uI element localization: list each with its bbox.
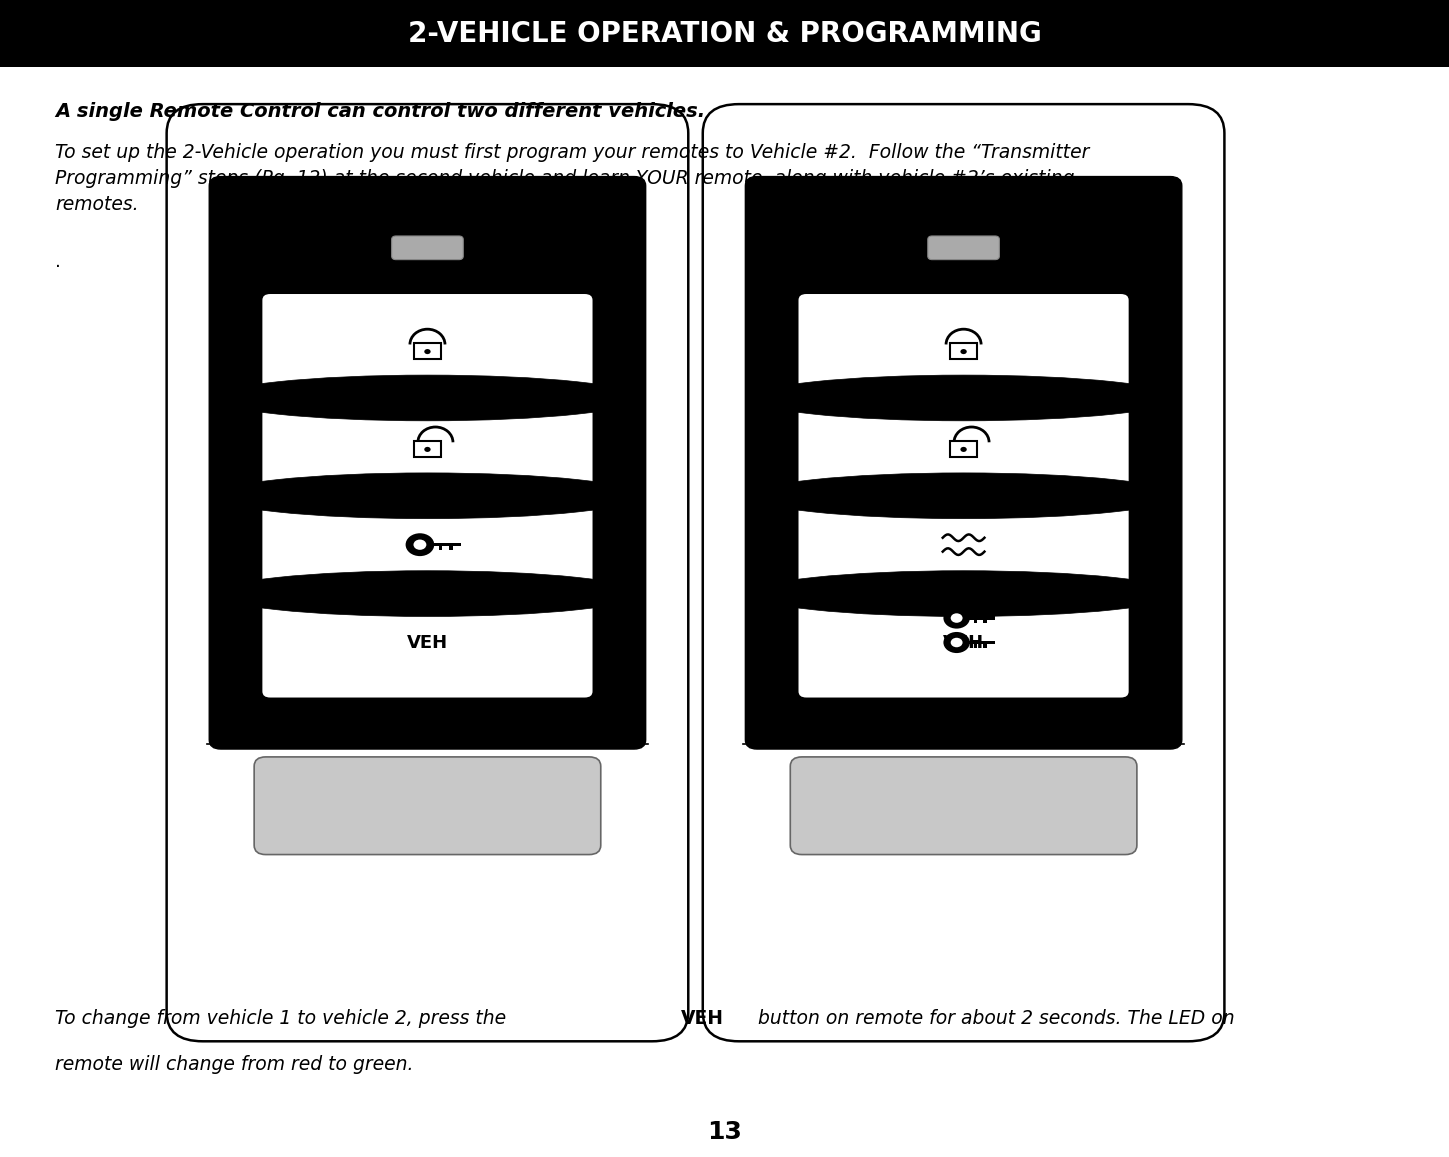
Bar xyxy=(449,546,452,551)
Text: VEH: VEH xyxy=(407,634,448,651)
Ellipse shape xyxy=(752,473,1175,518)
Text: To set up the 2-Vehicle operation you must first program your remotes to Vehicle: To set up the 2-Vehicle operation you mu… xyxy=(55,143,1090,214)
Ellipse shape xyxy=(752,375,1175,421)
FancyBboxPatch shape xyxy=(927,236,1000,259)
Ellipse shape xyxy=(216,375,639,421)
Bar xyxy=(974,620,977,624)
Bar xyxy=(984,620,987,624)
Text: VEH: VEH xyxy=(943,634,984,651)
Circle shape xyxy=(425,349,430,354)
FancyBboxPatch shape xyxy=(797,293,1130,699)
Text: button on remote for about 2 seconds. The LED on: button on remote for about 2 seconds. Th… xyxy=(752,1009,1235,1027)
Circle shape xyxy=(943,607,969,628)
FancyBboxPatch shape xyxy=(703,104,1224,1041)
FancyBboxPatch shape xyxy=(951,441,977,457)
Circle shape xyxy=(951,613,962,622)
Circle shape xyxy=(406,533,435,557)
Text: 2-VEHICLE OPERATION & PROGRAMMING: 2-VEHICLE OPERATION & PROGRAMMING xyxy=(407,20,1042,47)
FancyBboxPatch shape xyxy=(167,104,688,1041)
FancyBboxPatch shape xyxy=(0,0,1449,67)
Ellipse shape xyxy=(216,570,639,617)
FancyBboxPatch shape xyxy=(254,757,601,855)
Text: 13: 13 xyxy=(707,1120,742,1143)
Circle shape xyxy=(951,638,962,647)
Circle shape xyxy=(425,447,430,452)
Ellipse shape xyxy=(752,570,1175,617)
Text: remote will change from red to green.: remote will change from red to green. xyxy=(55,1055,413,1074)
Text: VEH: VEH xyxy=(681,1009,724,1027)
Circle shape xyxy=(413,539,426,550)
Circle shape xyxy=(943,632,969,653)
Bar xyxy=(439,546,442,551)
FancyBboxPatch shape xyxy=(790,757,1137,855)
Bar xyxy=(956,641,995,644)
Text: A single Remote Control can control two different vehicles.: A single Remote Control can control two … xyxy=(55,102,706,120)
Bar xyxy=(984,644,987,648)
Text: .: . xyxy=(55,252,61,271)
FancyBboxPatch shape xyxy=(414,342,440,359)
Bar xyxy=(420,543,461,546)
FancyBboxPatch shape xyxy=(951,342,977,359)
FancyBboxPatch shape xyxy=(745,177,1182,749)
FancyBboxPatch shape xyxy=(261,293,594,699)
Circle shape xyxy=(961,447,966,452)
FancyBboxPatch shape xyxy=(414,441,440,457)
FancyBboxPatch shape xyxy=(391,236,464,259)
Bar xyxy=(956,617,995,620)
Circle shape xyxy=(961,349,966,354)
Text: To change from vehicle 1 to vehicle 2, press the: To change from vehicle 1 to vehicle 2, p… xyxy=(55,1009,511,1027)
FancyBboxPatch shape xyxy=(209,177,646,749)
Ellipse shape xyxy=(216,473,639,518)
Bar xyxy=(974,644,977,648)
